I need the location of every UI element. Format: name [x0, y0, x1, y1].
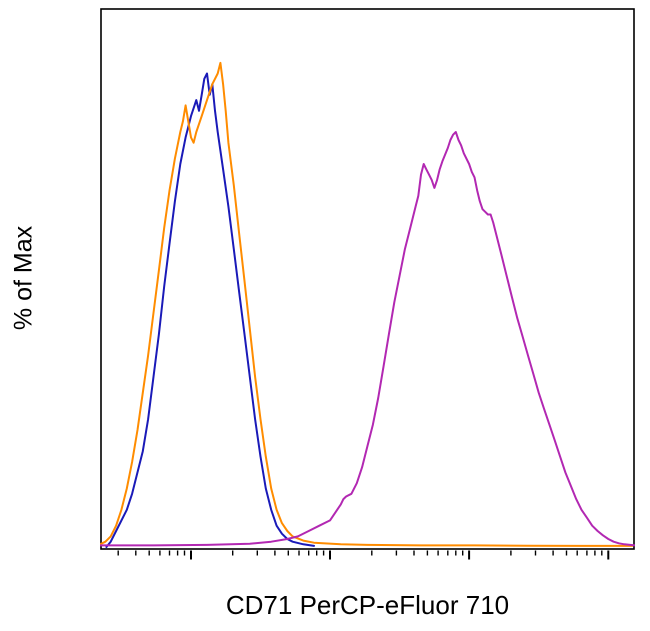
x-axis-label: CD71 PerCP-eFluor 710 — [225, 590, 510, 620]
series-magenta-histogram — [100, 131, 635, 547]
series-orange-histogram — [100, 61, 634, 547]
x-axis-ticks-group — [117, 550, 610, 560]
series-blue-histogram — [105, 72, 315, 548]
y-axis-label: % of Max — [9, 225, 38, 331]
plot-border — [100, 8, 635, 550]
histogram-plot — [100, 8, 635, 560]
curves-group — [100, 61, 635, 548]
